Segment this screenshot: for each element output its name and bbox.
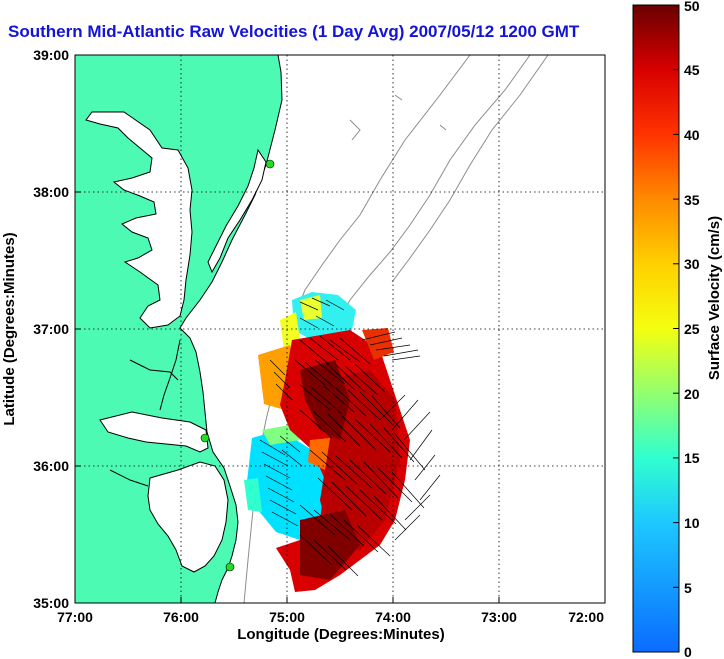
x-axis-label: Longitude (Degrees:Minutes) <box>237 626 445 643</box>
colorbar-tick-label: 20 <box>684 386 700 402</box>
tick-marks <box>75 191 500 603</box>
y-tick-label: 36:00 <box>33 458 69 474</box>
y-tick-labels: 39:00 38:00 37:00 36:00 35:00 <box>33 47 69 611</box>
x-tick-label: 75:00 <box>269 609 305 625</box>
colorbar: 50 45 40 35 30 25 20 15 10 5 0 Surface V… <box>632 0 723 659</box>
plot-area <box>75 55 605 603</box>
colorbar-tick-label: 10 <box>684 515 700 531</box>
x-tick-label: 73:00 <box>481 609 517 625</box>
colorbar-tick-label: 5 <box>684 580 692 596</box>
velocity-field <box>244 292 410 592</box>
colorbar-tick-label: 30 <box>684 256 700 272</box>
y-axis-label: Latitude (Degrees:Minutes) <box>1 232 18 425</box>
y-tick-label: 39:00 <box>33 47 69 63</box>
grid-lines <box>75 55 605 603</box>
y-tick-label: 37:00 <box>33 321 69 337</box>
colorbar-tick-label: 40 <box>684 127 700 143</box>
y-tick-label: 38:00 <box>33 184 69 200</box>
pamlico-sound <box>147 461 229 573</box>
colorbar-tick-label: 35 <box>684 192 700 208</box>
station-marker <box>200 433 210 443</box>
colorbar-tick-label: 15 <box>684 450 700 466</box>
station-marker <box>225 562 235 572</box>
colorbar-label: Surface Velocity (cm/s) <box>706 216 723 380</box>
colorbar-tick-label: 25 <box>684 321 700 337</box>
chesapeake-bay <box>85 111 193 329</box>
barrier-island <box>207 148 267 274</box>
bathymetry-contour-3 <box>391 55 549 283</box>
y-tick-label: 35:00 <box>33 595 69 611</box>
x-tick-label: 77:00 <box>57 609 93 625</box>
chart-title: Southern Mid-Atlantic Raw Velocities (1 … <box>8 22 580 41</box>
x-tick-label: 72:00 <box>568 609 604 625</box>
colorbar-tick-label: 0 <box>684 644 692 659</box>
colorbar-tick-label: 45 <box>684 62 700 78</box>
colorbar-gradient <box>632 4 680 653</box>
station-markers <box>200 159 275 572</box>
x-tick-label: 76:00 <box>163 609 199 625</box>
colorbar-tick-label: 50 <box>684 0 700 14</box>
x-tick-label: 74:00 <box>375 609 411 625</box>
station-marker <box>265 159 275 169</box>
x-tick-labels: 77:00 76:00 75:00 74:00 73:00 72:00 <box>57 609 604 625</box>
